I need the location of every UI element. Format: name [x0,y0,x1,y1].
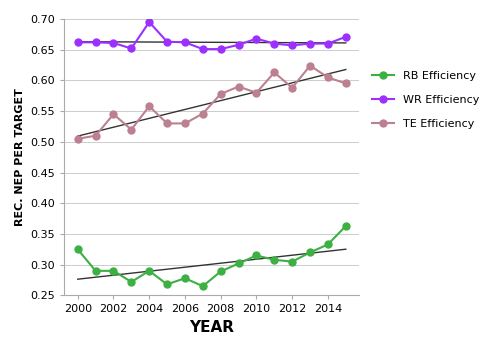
Line: TE Efficiency: TE Efficiency [74,62,349,142]
WR Efficiency [218,47,224,51]
WR Efficiency [254,36,260,41]
WR Efficiency [110,41,116,45]
TE Efficiency [236,84,242,89]
RB Efficiency [146,269,152,273]
WR Efficiency [128,47,134,51]
TE Efficiency [254,91,260,95]
WR Efficiency [343,35,349,39]
TE Efficiency [325,75,331,79]
TE Efficiency [110,112,116,116]
TE Efficiency [182,121,188,126]
WR Efficiency [289,43,295,48]
RB Efficiency [74,247,80,251]
RB Efficiency [272,258,278,262]
TE Efficiency [74,137,80,141]
WR Efficiency [74,40,80,44]
RB Efficiency [236,261,242,266]
RB Efficiency [325,242,331,246]
WR Efficiency [164,40,170,44]
WR Efficiency [200,47,206,51]
RB Efficiency [110,269,116,273]
RB Efficiency [289,260,295,264]
TE Efficiency [146,104,152,108]
X-axis label: YEAR: YEAR [190,320,234,335]
TE Efficiency [92,134,98,138]
RB Efficiency [128,280,134,284]
RB Efficiency [200,284,206,288]
Legend: RB Efficiency, WR Efficiency, TE Efficiency: RB Efficiency, WR Efficiency, TE Efficie… [368,66,484,134]
RB Efficiency [218,270,224,274]
RB Efficiency [164,282,170,286]
RB Efficiency [307,250,313,254]
TE Efficiency [289,86,295,90]
Line: WR Efficiency: WR Efficiency [74,19,349,52]
RB Efficiency [343,224,349,228]
TE Efficiency [218,92,224,96]
TE Efficiency [307,64,313,68]
RB Efficiency [92,269,98,273]
TE Efficiency [343,82,349,86]
WR Efficiency [146,20,152,24]
WR Efficiency [272,41,278,46]
TE Efficiency [164,121,170,126]
WR Efficiency [182,40,188,44]
Y-axis label: REC. NEP PER TARGET: REC. NEP PER TARGET [15,88,25,226]
Line: RB Efficiency: RB Efficiency [74,223,349,290]
RB Efficiency [182,276,188,280]
WR Efficiency [236,43,242,47]
WR Efficiency [325,41,331,46]
TE Efficiency [200,112,206,116]
TE Efficiency [272,70,278,75]
WR Efficiency [307,41,313,46]
TE Efficiency [128,127,134,132]
RB Efficiency [254,253,260,258]
WR Efficiency [92,40,98,44]
